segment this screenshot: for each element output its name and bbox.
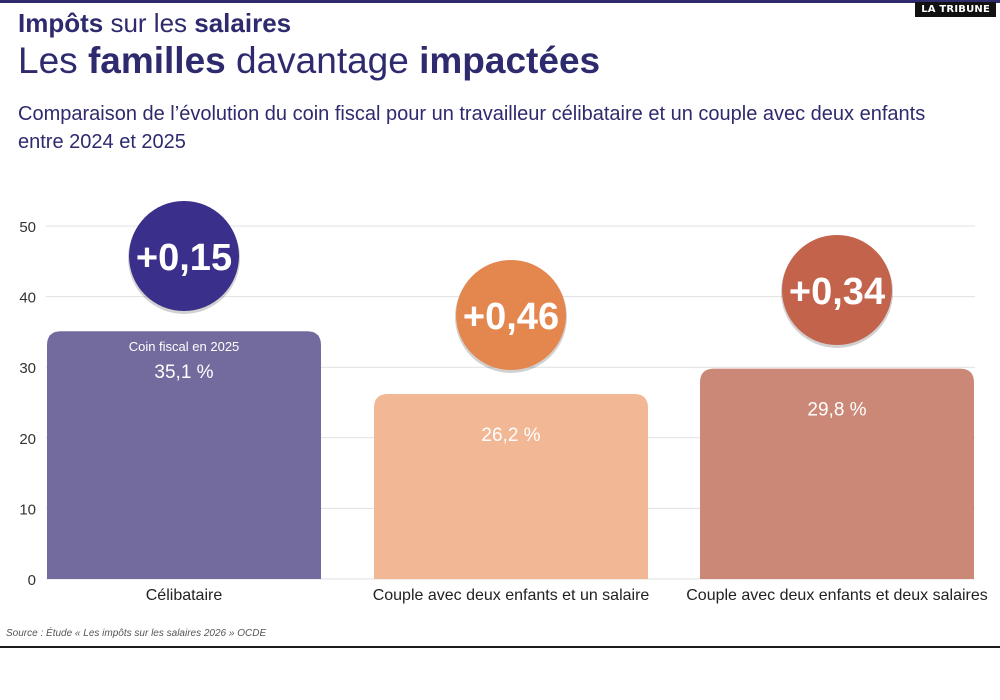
- bar-value-label-2: 26,2 %: [481, 425, 540, 446]
- y-tick-label-30: 30: [19, 360, 36, 377]
- bar-1: [47, 331, 321, 579]
- title-word-salaires: salaires: [194, 8, 292, 38]
- bar-value-label-1: 35,1 %: [154, 362, 213, 383]
- change-label-3: +0,34: [789, 271, 885, 313]
- bar-value-label-3: 29,8 %: [807, 400, 866, 421]
- title-word-davantage: davantage: [225, 40, 420, 81]
- x-tick-label-3: Couple avec deux enfants et deux salaire…: [686, 587, 988, 604]
- brand-logo: LA TRIBUNE: [915, 2, 996, 17]
- y-tick-label-40: 40: [19, 290, 36, 307]
- y-tick-label-20: 20: [19, 431, 36, 448]
- change-label-1: +0,15: [136, 237, 232, 279]
- title-word-les: Les: [18, 40, 88, 81]
- top-rule: [0, 0, 1000, 3]
- y-tick-label-0: 0: [28, 572, 36, 589]
- title-word-impots: Impôts: [18, 8, 104, 38]
- change-bubble-2: [456, 260, 566, 370]
- change-bubble-3: [782, 235, 892, 345]
- source-note: Source : Étude « Les impôts sur les sala…: [6, 628, 267, 639]
- title-word-familles: familles: [87, 40, 226, 81]
- x-tick-label-2: Couple avec deux enfants et un salaire: [373, 587, 650, 604]
- change-bubble-1: [129, 201, 239, 311]
- y-tick-label-50: 50: [19, 219, 36, 236]
- change-label-2: +0,46: [463, 296, 559, 338]
- title-word-impactees: impactées: [419, 40, 601, 81]
- title-line-2: Les familles davantage impactées: [18, 40, 600, 82]
- bottom-rule: [0, 646, 1000, 648]
- bar-2: [374, 394, 648, 579]
- title-line-1: Impôts sur les salaires: [18, 8, 291, 39]
- title-word-sur-les: sur les: [103, 8, 195, 38]
- bar-chart: 0 10 20 30 40 50 Coin fiscal en 2025 35,1 % Céli…: [19, 201, 988, 604]
- x-tick-label-1: Célibataire: [146, 587, 223, 604]
- y-tick-label-10: 10: [19, 501, 36, 518]
- bar-3: [700, 368, 974, 579]
- bar-annotation: Coin fiscal en 2025: [129, 339, 240, 354]
- chart-subtitle: Comparaison de l’évolution du coin fisca…: [18, 103, 926, 153]
